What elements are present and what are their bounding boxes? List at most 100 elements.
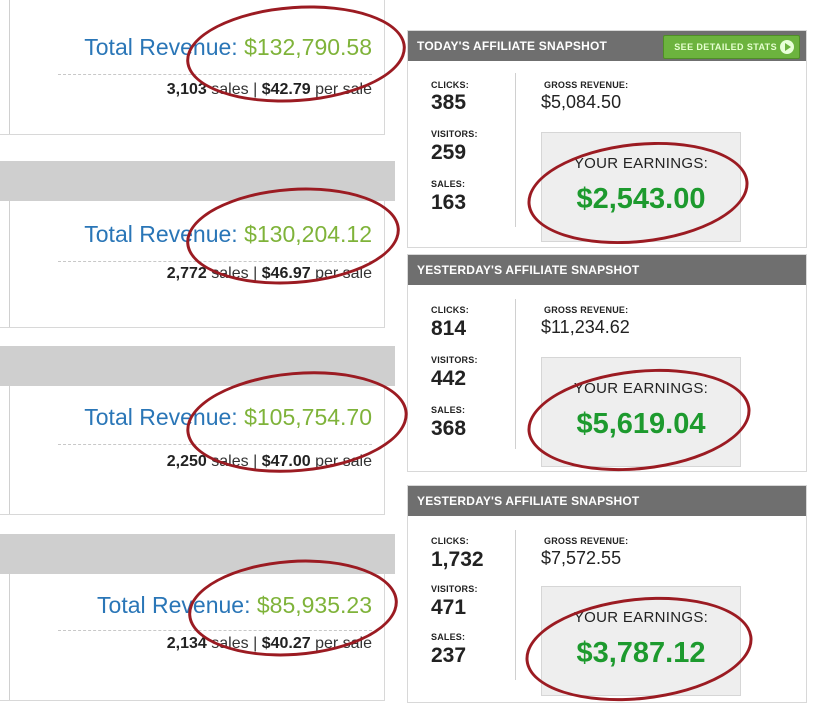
clicks-value: 1,732 bbox=[431, 548, 484, 571]
revenue-card: Total Revenue: $132,790.58 3,103 sales |… bbox=[0, 0, 385, 135]
total-revenue-value: $132,790.58 bbox=[244, 34, 372, 60]
column-divider bbox=[515, 530, 516, 680]
divider bbox=[9, 574, 10, 700]
per-sale-word: per sale bbox=[315, 635, 372, 652]
earnings-value: $2,543.00 bbox=[576, 183, 706, 215]
total-revenue-value: $130,204.12 bbox=[244, 221, 372, 247]
gross-revenue-value: $5,084.50 bbox=[541, 92, 622, 112]
visitors-value: 259 bbox=[431, 141, 467, 164]
sales-count: 2,250 bbox=[166, 453, 207, 470]
column-divider bbox=[515, 73, 516, 227]
clicks-label: CLICKS: bbox=[431, 305, 469, 315]
per-sale-value: $47.00 bbox=[261, 453, 311, 470]
divider bbox=[9, 201, 10, 327]
earnings-value: $3,787.12 bbox=[576, 637, 706, 669]
total-revenue-label: Total Revenue: bbox=[84, 221, 238, 247]
earnings-label: YOUR EARNINGS: bbox=[573, 609, 709, 626]
total-revenue-label: Total Revenue: bbox=[84, 34, 238, 60]
gross-revenue-label: GROSS REVENUE: bbox=[544, 536, 629, 546]
sales-word: sales bbox=[211, 453, 249, 470]
visitors-value: 442 bbox=[431, 367, 467, 390]
total-revenue-value: $105,754.70 bbox=[244, 404, 372, 430]
affiliate-snapshot: TODAY'S AFFILIATE SNAPSHOT SEE DETAILED … bbox=[407, 30, 807, 248]
button-label: SEE DETAILED STATS bbox=[674, 42, 777, 52]
earnings-box: YOUR EARNINGS: $3,787.12 bbox=[541, 586, 741, 696]
revenue-card: Total Revenue: $85,935.23 2,134 sales | … bbox=[0, 574, 385, 701]
separator: | bbox=[253, 265, 258, 282]
revenue-card: Total Revenue: $105,754.70 2,250 sales |… bbox=[0, 386, 385, 515]
sales-summary: 2,772 sales | $46.97 per sale bbox=[167, 265, 372, 283]
sales-word: sales bbox=[211, 265, 249, 282]
gross-revenue-value: $11,234.62 bbox=[541, 317, 630, 337]
snapshot-header: TODAY'S AFFILIATE SNAPSHOT SEE DETAILED … bbox=[408, 31, 806, 61]
visitors-label: VISITORS: bbox=[431, 584, 478, 594]
per-sale-value: $42.79 bbox=[261, 81, 311, 98]
earnings-box: YOUR EARNINGS: $5,619.04 bbox=[541, 357, 741, 467]
clicks-label: CLICKS: bbox=[431, 536, 469, 546]
column-divider bbox=[515, 299, 516, 449]
sales-label: SALES: bbox=[431, 632, 466, 642]
clicks-value: 385 bbox=[431, 91, 467, 114]
snapshot-title: YESTERDAY'S AFFILIATE SNAPSHOT bbox=[417, 263, 640, 277]
visitors-label: VISITORS: bbox=[431, 129, 478, 139]
divider bbox=[9, 386, 10, 514]
separator: | bbox=[253, 635, 258, 652]
total-revenue-label: Total Revenue: bbox=[84, 404, 238, 430]
total-revenue: Total Revenue: $130,204.12 bbox=[84, 221, 372, 248]
earnings-box: YOUR EARNINGS: $2,543.00 bbox=[541, 132, 741, 242]
play-icon bbox=[780, 40, 794, 54]
gross-revenue-label: GROSS REVENUE: bbox=[544, 305, 629, 315]
sales-label: SALES: bbox=[431, 179, 466, 189]
sales-value: 163 bbox=[431, 191, 467, 214]
per-sale-word: per sale bbox=[315, 453, 372, 470]
visitors-label: VISITORS: bbox=[431, 355, 478, 365]
dashed-divider bbox=[58, 74, 372, 75]
dashed-divider bbox=[58, 444, 372, 445]
visitors-value: 471 bbox=[431, 596, 467, 619]
snapshot-title: YESTERDAY'S AFFILIATE SNAPSHOT bbox=[417, 494, 640, 508]
revenue-column: Total Revenue: $132,790.58 3,103 sales |… bbox=[0, 0, 395, 722]
snapshot-header: YESTERDAY'S AFFILIATE SNAPSHOT bbox=[408, 255, 806, 285]
sales-count: 2,772 bbox=[166, 265, 207, 282]
sales-summary: 2,250 sales | $47.00 per sale bbox=[167, 453, 372, 471]
see-detailed-stats-button[interactable]: SEE DETAILED STATS bbox=[663, 35, 800, 59]
earnings-value: $5,619.04 bbox=[576, 408, 706, 440]
revenue-card: Total Revenue: $130,204.12 2,772 sales |… bbox=[0, 201, 385, 328]
sales-count: 2,134 bbox=[166, 635, 207, 652]
dashed-divider bbox=[58, 261, 372, 262]
clicks-label: CLICKS: bbox=[431, 80, 469, 90]
gross-revenue-label: GROSS REVENUE: bbox=[544, 80, 629, 90]
total-revenue: Total Revenue: $105,754.70 bbox=[84, 404, 372, 431]
clicks-value: 814 bbox=[431, 317, 467, 340]
affiliate-snapshot: YESTERDAY'S AFFILIATE SNAPSHOT CLICKS: 8… bbox=[407, 254, 807, 472]
per-sale-value: $46.97 bbox=[261, 265, 311, 282]
snapshot-header: YESTERDAY'S AFFILIATE SNAPSHOT bbox=[408, 486, 806, 516]
affiliate-snapshot: YESTERDAY'S AFFILIATE SNAPSHOT CLICKS: 1… bbox=[407, 485, 807, 703]
sales-summary: 3,103 sales | $42.79 per sale bbox=[167, 81, 372, 99]
total-revenue-value: $85,935.23 bbox=[256, 592, 372, 618]
sales-summary: 2,134 sales | $40.27 per sale bbox=[167, 635, 372, 653]
total-revenue: Total Revenue: $132,790.58 bbox=[84, 34, 372, 61]
section-header-bar bbox=[0, 534, 395, 574]
gross-revenue-value: $7,572.55 bbox=[541, 548, 622, 568]
sales-label: SALES: bbox=[431, 405, 466, 415]
separator: | bbox=[253, 81, 258, 98]
sales-value: 368 bbox=[431, 417, 467, 440]
sales-word: sales bbox=[211, 81, 249, 98]
sales-count: 3,103 bbox=[166, 81, 207, 98]
section-header-bar bbox=[0, 161, 395, 201]
total-revenue: Total Revenue: $85,935.23 bbox=[97, 592, 372, 619]
earnings-label: YOUR EARNINGS: bbox=[573, 380, 709, 397]
separator: | bbox=[253, 453, 258, 470]
total-revenue-label: Total Revenue: bbox=[97, 592, 251, 618]
per-sale-word: per sale bbox=[315, 265, 372, 282]
divider bbox=[9, 0, 10, 134]
sales-value: 237 bbox=[431, 644, 467, 667]
dashed-divider bbox=[58, 630, 372, 631]
per-sale-word: per sale bbox=[315, 81, 372, 98]
snapshot-title: TODAY'S AFFILIATE SNAPSHOT bbox=[417, 39, 608, 53]
sales-word: sales bbox=[211, 635, 249, 652]
earnings-label: YOUR EARNINGS: bbox=[573, 155, 709, 172]
per-sale-value: $40.27 bbox=[261, 635, 311, 652]
section-header-bar bbox=[0, 346, 395, 386]
